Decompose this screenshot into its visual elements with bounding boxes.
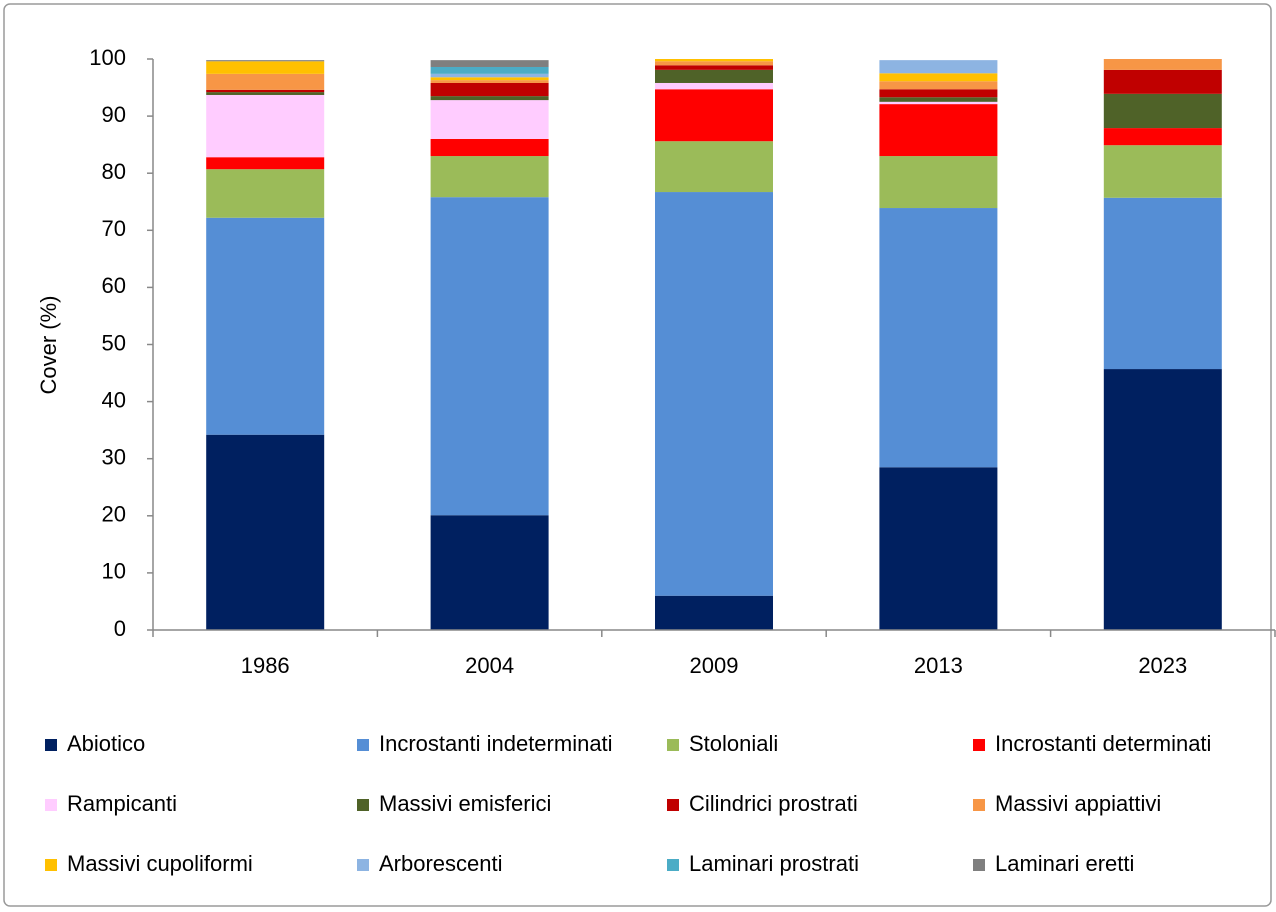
legend-swatch	[973, 739, 985, 751]
legend-swatch	[667, 799, 679, 811]
legend-swatch	[357, 739, 369, 751]
bar-segment	[655, 82, 773, 90]
legend-label: Massivi appiattivi	[995, 791, 1161, 816]
y-tick-label: 0	[114, 616, 126, 641]
legend-swatch	[45, 799, 57, 811]
bar-segment	[879, 60, 998, 74]
bar-segment	[655, 595, 773, 630]
legend-swatch	[667, 739, 679, 751]
bar-segment	[655, 141, 773, 193]
legend-swatch	[973, 799, 985, 811]
bar-segment	[206, 217, 325, 435]
y-tick-label: 60	[102, 273, 126, 298]
bar-segment	[1103, 369, 1222, 630]
y-tick-label: 30	[102, 445, 126, 470]
bar-segment	[206, 94, 325, 158]
bar-segment	[430, 80, 549, 83]
y-tick-label: 80	[102, 159, 126, 184]
y-tick-label: 10	[102, 559, 126, 584]
legend-swatch	[357, 799, 369, 811]
bar-segment	[430, 66, 549, 74]
legend-label: Abiotico	[67, 731, 145, 756]
bar-segment	[879, 73, 998, 82]
bar-segment	[655, 192, 773, 596]
bar-segment	[1103, 197, 1222, 370]
bar-segment	[206, 89, 325, 93]
bar-segment	[879, 467, 998, 630]
legend-swatch	[45, 859, 57, 871]
bar-segment	[655, 65, 773, 70]
bar-segment	[655, 61, 773, 66]
bar-segment	[206, 157, 325, 170]
bar-segment	[879, 97, 998, 102]
legend-swatch	[667, 859, 679, 871]
bar-segment	[430, 156, 549, 198]
legend-label: Arborescenti	[379, 851, 503, 876]
legend-label: Massivi cupoliformi	[67, 851, 253, 876]
legend-label: Laminari prostrati	[689, 851, 859, 876]
bar-segment	[430, 73, 549, 78]
bar-segment	[430, 100, 549, 139]
y-tick-label: 90	[102, 102, 126, 127]
bar-segment	[879, 156, 998, 209]
bar-segment	[1103, 145, 1222, 198]
y-tick-label: 20	[102, 502, 126, 527]
legend-swatch	[973, 859, 985, 871]
x-tick-label: 2004	[465, 653, 514, 678]
y-tick-label: 100	[89, 45, 126, 70]
legend-swatch	[45, 739, 57, 751]
bar-segment	[1103, 69, 1222, 94]
legend-label: Stoloniali	[689, 731, 778, 756]
legend-label: Incrostanti indeterminati	[379, 731, 613, 756]
bar-segment	[430, 515, 549, 630]
bar-segment	[655, 69, 773, 83]
bar-segment	[1103, 93, 1222, 129]
y-tick-label: 50	[102, 330, 126, 355]
bar-segment	[206, 73, 325, 90]
y-tick-label: 40	[102, 387, 126, 412]
bar-segment	[430, 82, 549, 97]
bar-segment	[430, 77, 549, 81]
bar-segment	[430, 138, 549, 157]
legend-swatch	[357, 859, 369, 871]
legend-label: Massivi emisferici	[379, 791, 551, 816]
bar-segment	[655, 59, 773, 62]
x-tick-label: 2013	[914, 653, 963, 678]
bar-segment	[1103, 59, 1222, 70]
bar-segment	[206, 60, 325, 62]
bar-segment	[1103, 128, 1222, 146]
bar-segment	[206, 169, 325, 218]
x-tick-label: 2023	[1138, 653, 1187, 678]
bar-segment	[655, 89, 773, 142]
bar-segment	[879, 208, 998, 468]
y-axis-label: Cover (%)	[36, 295, 61, 394]
bar-segment	[879, 89, 998, 98]
bar-segment	[206, 434, 325, 630]
y-tick-label: 70	[102, 216, 126, 241]
x-tick-label: 1986	[241, 653, 290, 678]
bar-segment	[879, 101, 998, 105]
bar-segment	[879, 81, 998, 90]
chart-border	[3, 3, 1272, 907]
bar-segment	[430, 60, 549, 67]
bar-segment	[430, 96, 549, 101]
legend-label: Incrostanti determinati	[995, 731, 1211, 756]
legend-label: Cilindrici prostrati	[689, 791, 858, 816]
x-tick-label: 2009	[690, 653, 739, 678]
bar-segment	[879, 104, 998, 157]
legend-label: Laminari eretti	[995, 851, 1134, 876]
bar-segment	[206, 61, 325, 74]
bar-segment	[206, 92, 325, 95]
bar-segment	[430, 197, 549, 516]
legend-label: Rampicanti	[67, 791, 177, 816]
